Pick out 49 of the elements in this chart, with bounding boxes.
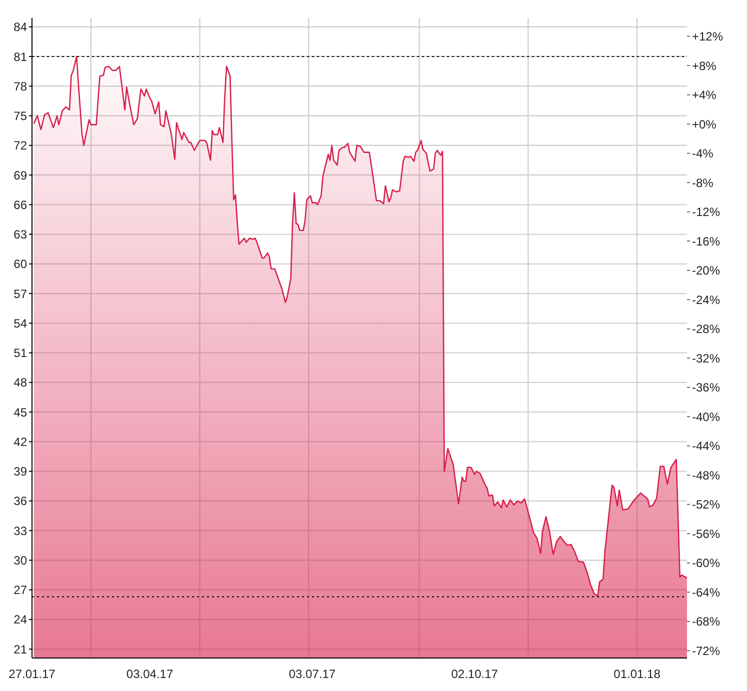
y-tick-label: 60 [14, 257, 28, 272]
y2-tick-label: +0% [692, 117, 717, 132]
y2-tick-label: -40% [692, 410, 720, 424]
y-tick-label: 75 [14, 109, 28, 124]
y2-tick-label: -8% [692, 176, 714, 190]
y2-tick-label: +8% [692, 58, 717, 73]
y2-tick-label: -12% [692, 205, 720, 220]
y-tick-label: 36 [14, 494, 28, 508]
y2-tick-label: -20% [692, 264, 720, 278]
y-tick-label: 48 [14, 376, 28, 390]
y-tick-label: 78 [14, 79, 28, 94]
y2-tick-label: -24% [692, 292, 720, 307]
x-tick-label: 02.10.17 [451, 667, 498, 681]
y2-tick-label: -56% [692, 526, 720, 541]
x-tick-label: 03.04.17 [126, 667, 174, 681]
x-tick-label: 27.01.17 [8, 667, 56, 681]
y2-tick-label: -16% [692, 234, 720, 248]
y2-tick-label: -64% [692, 585, 720, 600]
y-tick-label: 45 [14, 405, 28, 420]
y2-tick-label: +12% [692, 30, 724, 44]
y-tick-label: 33 [14, 524, 28, 538]
y2-tick-label: -48% [692, 468, 720, 482]
y-tick-label: 42 [14, 434, 28, 449]
y-tick-label: 54 [14, 316, 28, 330]
y-tick-label: 51 [14, 346, 28, 360]
y2-tick-label: -52% [692, 498, 720, 512]
y-tick-label: 81 [14, 50, 28, 64]
y-tick-label: 63 [14, 228, 28, 242]
y2-tick-label: -60% [692, 556, 720, 570]
y2-tick-label: -72% [692, 644, 720, 658]
x-tick-label: 01.01.18 [614, 667, 661, 681]
y2-tick-label: -44% [692, 439, 720, 454]
y2-tick-label: -68% [692, 614, 720, 629]
y-tick-label: 72 [14, 138, 28, 153]
y-tick-label: 84 [14, 20, 28, 34]
y2-tick-label: -28% [692, 322, 720, 336]
y-tick-label: 39 [14, 464, 28, 479]
y-tick-label: 66 [14, 198, 28, 212]
y-tick-label: 21 [14, 642, 28, 656]
y-tick-label: 69 [14, 168, 28, 182]
y-tick-label: 27 [14, 583, 28, 598]
x-tick-label: 03.07.17 [288, 667, 336, 681]
y2-tick-label: +4% [692, 88, 717, 102]
y2-tick-label: -32% [692, 351, 720, 366]
y-tick-label: 30 [14, 553, 28, 568]
y-tick-label: 24 [14, 612, 28, 627]
y2-tick-label: -36% [692, 380, 720, 395]
y-tick-label: 57 [14, 286, 28, 301]
y2-tick-label: -4% [692, 146, 714, 161]
